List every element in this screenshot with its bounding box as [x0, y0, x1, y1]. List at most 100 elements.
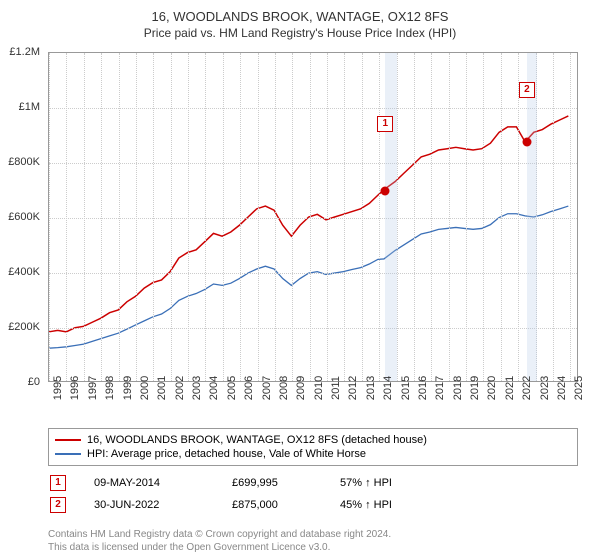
legend-swatch	[55, 453, 81, 455]
gridline-v	[344, 53, 345, 381]
sale-dot	[381, 186, 390, 195]
datapoint-date: 09-MAY-2014	[94, 477, 204, 489]
legend-swatch	[55, 439, 81, 441]
x-tick-label: 2023	[539, 376, 551, 400]
datapoint-date: 30-JUN-2022	[94, 499, 204, 511]
sale-marker-1: 1	[377, 116, 393, 132]
x-tick-label: 1999	[122, 376, 134, 400]
shaded-band	[527, 53, 537, 381]
y-tick-label: £1.2M	[9, 46, 40, 58]
gridline-v	[431, 53, 432, 381]
chart-subtitle: Price paid vs. HM Land Registry's House …	[0, 26, 600, 44]
x-tick-label: 2014	[382, 376, 394, 400]
gridline-h	[49, 273, 577, 274]
x-tick-label: 2011	[330, 376, 342, 400]
footer-line-1: Contains HM Land Registry data © Crown c…	[48, 528, 578, 541]
gridline-h	[49, 218, 577, 219]
datapoint-price: £875,000	[232, 499, 312, 511]
footer-line-2: This data is licensed under the Open Gov…	[48, 541, 578, 554]
datapoint-row: 1 09-MAY-2014 £699,995 57% ↑ HPI	[48, 472, 578, 494]
gridline-v	[449, 53, 450, 381]
gridline-v	[379, 53, 380, 381]
datapoint-marker: 2	[50, 497, 66, 513]
legend-label: HPI: Average price, detached house, Vale…	[87, 448, 366, 460]
gridline-h	[49, 328, 577, 329]
datapoint-marker: 1	[50, 475, 66, 491]
datapoint-table: 1 09-MAY-2014 £699,995 57% ↑ HPI 2 30-JUN-202…	[48, 472, 578, 516]
sale-dot	[522, 138, 531, 147]
datapoint-hpi: 45% ↑ HPI	[340, 499, 420, 511]
x-tick-label: 2007	[261, 376, 273, 400]
y-tick-label: £800K	[8, 156, 40, 168]
x-tick-label: 2018	[452, 376, 464, 400]
gridline-v	[275, 53, 276, 381]
x-tick-label: 2003	[191, 376, 203, 400]
y-axis: £0£200K£400K£600K£800K£1M£1.2M	[0, 52, 44, 382]
x-tick-label: 2005	[226, 376, 238, 400]
x-tick-label: 2006	[243, 376, 255, 400]
x-tick-label: 2002	[174, 376, 186, 400]
x-tick-label: 2013	[365, 376, 377, 400]
y-tick-label: £400K	[8, 266, 40, 278]
gridline-v	[171, 53, 172, 381]
gridline-v	[223, 53, 224, 381]
chart-lines	[49, 53, 577, 381]
gridline-v	[310, 53, 311, 381]
datapoint-row: 2 30-JUN-2022 £875,000 45% ↑ HPI	[48, 494, 578, 516]
gridline-v	[397, 53, 398, 381]
gridline-v	[101, 53, 102, 381]
x-tick-label: 1997	[87, 376, 99, 400]
x-tick-label: 1995	[52, 376, 64, 400]
sale-marker-2: 2	[519, 82, 535, 98]
gridline-v	[119, 53, 120, 381]
y-tick-label: £200K	[8, 321, 40, 333]
datapoint-price: £699,995	[232, 477, 312, 489]
y-tick-label: £0	[28, 376, 40, 388]
gridline-v	[483, 53, 484, 381]
gridline-v	[84, 53, 85, 381]
gridline-v	[205, 53, 206, 381]
x-tick-label: 2000	[139, 376, 151, 400]
x-tick-label: 2020	[486, 376, 498, 400]
x-tick-label: 2024	[556, 376, 568, 400]
legend-label: 16, WOODLANDS BROOK, WANTAGE, OX12 8FS (…	[87, 434, 427, 446]
gridline-v	[466, 53, 467, 381]
x-tick-label: 2015	[400, 376, 412, 400]
y-tick-label: £600K	[8, 211, 40, 223]
shaded-band	[385, 53, 396, 381]
x-tick-label: 1998	[104, 376, 116, 400]
gridline-h	[49, 108, 577, 109]
x-axis: 1995199619971998199920002001200220032004…	[48, 384, 578, 424]
plot-area: 12	[48, 52, 578, 382]
x-tick-label: 2004	[208, 376, 220, 400]
gridline-v	[327, 53, 328, 381]
gridline-v	[66, 53, 67, 381]
x-tick-label: 2021	[504, 376, 516, 400]
gridline-v	[362, 53, 363, 381]
legend-row: HPI: Average price, detached house, Vale…	[55, 447, 571, 461]
gridline-v	[49, 53, 50, 381]
gridline-v	[414, 53, 415, 381]
gridline-v	[153, 53, 154, 381]
gridline-v	[240, 53, 241, 381]
datapoint-hpi: 57% ↑ HPI	[340, 477, 420, 489]
x-tick-label: 2010	[313, 376, 325, 400]
x-tick-label: 2008	[278, 376, 290, 400]
gridline-v	[570, 53, 571, 381]
y-tick-label: £1M	[19, 101, 40, 113]
x-tick-label: 2025	[573, 376, 585, 400]
chart-container: 16, WOODLANDS BROOK, WANTAGE, OX12 8FS P…	[0, 0, 600, 560]
chart-title: 16, WOODLANDS BROOK, WANTAGE, OX12 8FS	[0, 0, 600, 26]
legend-row: 16, WOODLANDS BROOK, WANTAGE, OX12 8FS (…	[55, 433, 571, 447]
legend: 16, WOODLANDS BROOK, WANTAGE, OX12 8FS (…	[48, 428, 578, 466]
gridline-h	[49, 163, 577, 164]
x-tick-label: 2019	[469, 376, 481, 400]
x-tick-label: 2012	[347, 376, 359, 400]
x-tick-label: 2017	[434, 376, 446, 400]
x-tick-label: 2016	[417, 376, 429, 400]
gridline-v	[136, 53, 137, 381]
gridline-v	[258, 53, 259, 381]
gridline-v	[553, 53, 554, 381]
x-tick-label: 2009	[295, 376, 307, 400]
gridline-v	[518, 53, 519, 381]
